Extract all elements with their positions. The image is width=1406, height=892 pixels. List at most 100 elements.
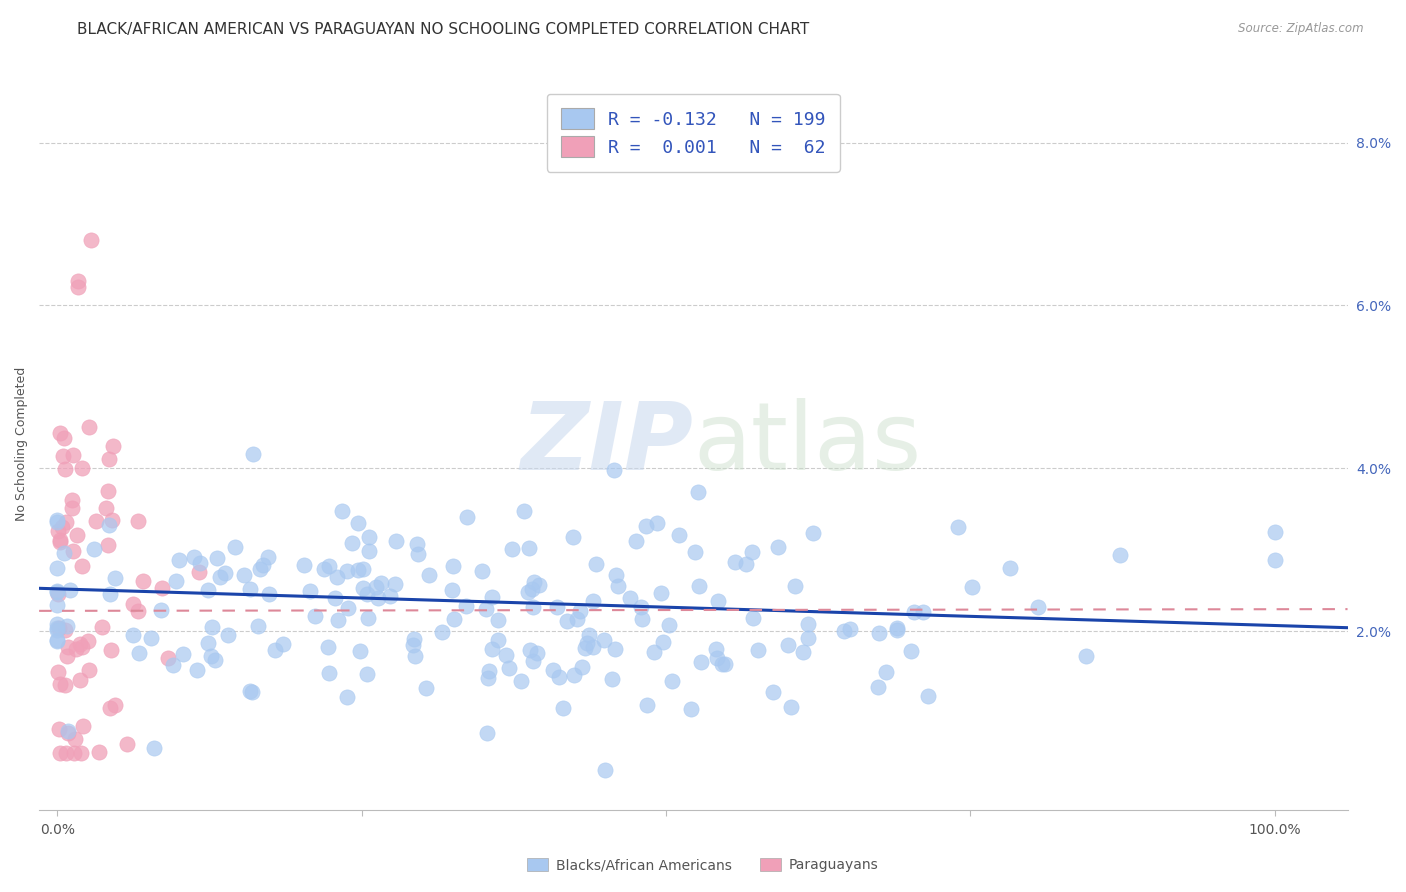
Text: atlas: atlas xyxy=(693,398,921,490)
Point xyxy=(903,606,925,620)
Point xyxy=(886,621,908,635)
Point xyxy=(785,579,807,593)
Point xyxy=(139,631,162,645)
Point xyxy=(475,601,498,615)
Point xyxy=(645,516,668,530)
Point xyxy=(367,591,389,605)
Point xyxy=(96,500,118,515)
Point xyxy=(167,552,190,566)
Point xyxy=(385,534,408,549)
Point xyxy=(430,624,453,639)
Point xyxy=(84,514,107,528)
Point xyxy=(356,667,378,681)
Point xyxy=(49,426,72,441)
Point xyxy=(208,570,231,584)
Point xyxy=(546,600,568,615)
Point xyxy=(273,637,295,651)
Point xyxy=(1074,648,1097,663)
Point xyxy=(115,737,138,751)
Legend: R = -0.132   N = 199, R =  0.001   N =  62: R = -0.132 N = 199, R = 0.001 N = 62 xyxy=(547,94,839,171)
Y-axis label: No Schooling Completed: No Schooling Completed xyxy=(15,367,28,521)
Point xyxy=(567,612,589,626)
Point xyxy=(478,664,501,678)
Point xyxy=(49,535,72,549)
Point xyxy=(46,512,69,526)
Point xyxy=(83,541,105,556)
Point xyxy=(337,601,360,615)
Point xyxy=(631,612,654,626)
Point xyxy=(624,534,647,549)
Point xyxy=(197,583,219,598)
Point xyxy=(574,640,596,655)
Point xyxy=(56,640,79,654)
Point xyxy=(768,540,790,554)
Point xyxy=(46,665,69,679)
Point xyxy=(101,439,124,453)
Point xyxy=(46,583,69,598)
Point xyxy=(710,657,733,671)
Point xyxy=(370,576,392,591)
Point xyxy=(249,562,271,576)
Point xyxy=(55,747,77,761)
Point xyxy=(55,649,77,664)
Point xyxy=(224,541,246,555)
Point xyxy=(714,657,737,671)
Point xyxy=(946,520,969,534)
Point xyxy=(128,646,150,660)
Point xyxy=(582,593,605,607)
Point xyxy=(607,578,630,592)
Point xyxy=(328,613,350,627)
Point xyxy=(349,644,371,658)
Point xyxy=(357,544,380,558)
Point xyxy=(380,589,402,603)
Point xyxy=(522,654,544,668)
Point xyxy=(49,747,72,761)
Point xyxy=(150,603,173,617)
Point xyxy=(67,280,90,294)
Point xyxy=(157,650,180,665)
Point xyxy=(188,565,211,579)
Point xyxy=(475,726,498,740)
Point xyxy=(960,581,983,595)
Point xyxy=(70,640,93,654)
Point xyxy=(330,504,353,518)
Point xyxy=(62,448,84,462)
Point xyxy=(259,587,281,601)
Point xyxy=(58,582,80,597)
Point xyxy=(246,619,269,633)
Point xyxy=(205,551,228,566)
Point xyxy=(510,673,533,688)
Point xyxy=(264,642,287,657)
Text: BLACK/AFRICAN AMERICAN VS PARAGUAYAN NO SCHOOLING COMPLETED CORRELATION CHART: BLACK/AFRICAN AMERICAN VS PARAGUAYAN NO … xyxy=(77,22,810,37)
Point xyxy=(495,648,517,663)
Point xyxy=(440,582,463,597)
Point xyxy=(578,628,600,642)
Point xyxy=(652,635,675,649)
Point xyxy=(522,582,544,596)
Point xyxy=(582,640,605,654)
Point xyxy=(188,556,211,570)
Point xyxy=(886,624,908,638)
Point xyxy=(838,622,860,636)
Point xyxy=(48,621,70,635)
Point xyxy=(443,612,465,626)
Point xyxy=(585,557,607,571)
Point xyxy=(418,567,440,582)
Point xyxy=(643,645,665,659)
Point xyxy=(568,604,591,618)
Point xyxy=(46,623,69,637)
Point xyxy=(866,680,889,694)
Point xyxy=(204,653,226,667)
Point xyxy=(183,550,205,565)
Point xyxy=(602,672,624,686)
Point xyxy=(1263,524,1285,539)
Point xyxy=(48,722,70,736)
Point xyxy=(734,558,756,572)
Point xyxy=(630,599,652,614)
Point xyxy=(406,547,429,561)
Point xyxy=(347,563,370,577)
Point xyxy=(917,689,939,703)
Point xyxy=(551,700,574,714)
Point xyxy=(55,516,77,530)
Point xyxy=(486,632,509,647)
